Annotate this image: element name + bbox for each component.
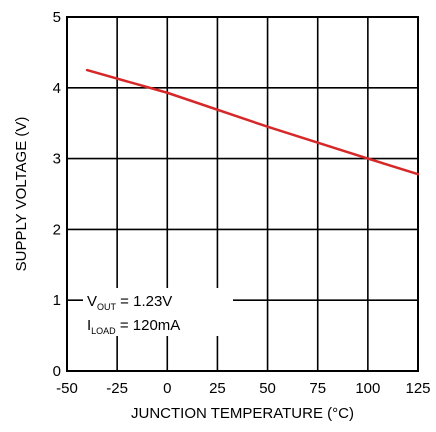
annotation-background bbox=[83, 288, 233, 336]
annotation-iload-symbol: I bbox=[87, 317, 91, 334]
annotation-vout-symbol: V bbox=[87, 293, 97, 310]
y-tick-label: 2 bbox=[53, 221, 61, 238]
x-tick-label: -25 bbox=[106, 380, 128, 397]
annotation-iload-subscript: LOAD bbox=[91, 326, 116, 336]
y-tick-labels: 0 1 2 3 4 5 bbox=[53, 9, 61, 380]
x-tick-label: 0 bbox=[163, 380, 171, 397]
x-tick-labels: -50 -25 0 25 50 75 100 125 bbox=[56, 380, 430, 397]
x-axis-label: JUNCTION TEMPERATURE (°C) bbox=[131, 405, 354, 422]
y-tick-label: 0 bbox=[53, 363, 61, 380]
y-tick-label: 3 bbox=[53, 151, 61, 168]
y-tick-label: 5 bbox=[53, 9, 61, 26]
x-tick-label: 50 bbox=[259, 380, 276, 397]
x-tick-label: 25 bbox=[209, 380, 226, 397]
annotation-iload: ILOAD = 120mA bbox=[87, 317, 180, 336]
grid bbox=[67, 17, 418, 371]
y-tick-label: 1 bbox=[53, 292, 61, 309]
x-tick-label: 125 bbox=[405, 380, 430, 397]
annotation-vout-subscript: OUT bbox=[97, 302, 117, 312]
y-tick-label: 4 bbox=[53, 80, 61, 97]
annotation-vout-value: = 1.23V bbox=[116, 293, 172, 310]
series bbox=[85, 68, 420, 176]
plot-frame bbox=[66, 16, 419, 372]
x-tick-label: 100 bbox=[355, 380, 380, 397]
series-line bbox=[85, 68, 420, 176]
y-axis-label: SUPPLY VOLTAGE (V) bbox=[13, 117, 30, 272]
annotation-iload-value: = 120mA bbox=[116, 317, 181, 334]
x-tick-label: -50 bbox=[56, 380, 78, 397]
annotation-vout: VOUT = 1.23V bbox=[87, 293, 172, 312]
x-tick-label: 75 bbox=[309, 380, 326, 397]
